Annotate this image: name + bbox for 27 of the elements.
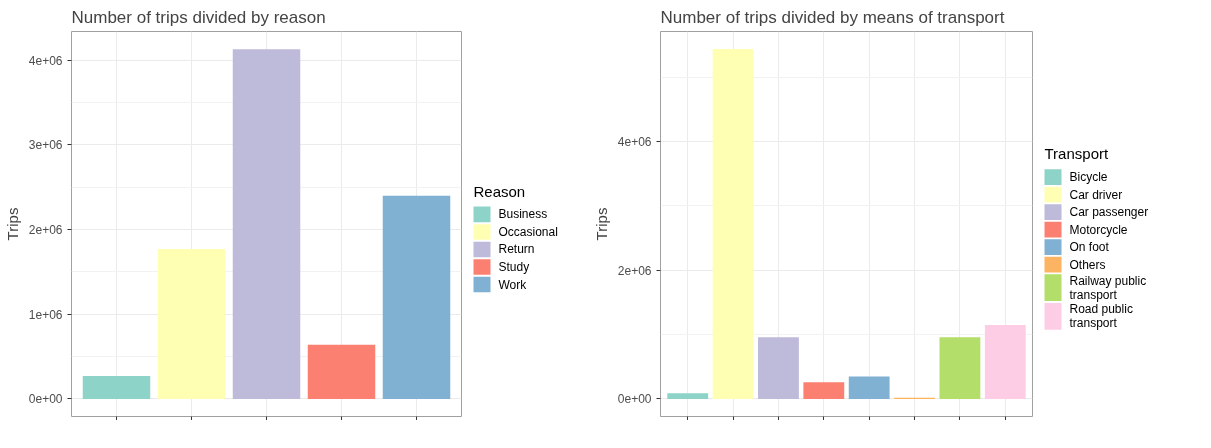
chart-title: Number of trips divided by means of transport (660, 7, 1005, 27)
y-tick-label: 2e+06 (28, 223, 63, 238)
legend-label: Car passenger (1069, 205, 1149, 220)
y-axis-title: Trips (3, 207, 21, 241)
y-tick-label: 4e+06 (617, 135, 652, 150)
legend-label: Others (1069, 257, 1106, 272)
y-tick-label: 2e+06 (617, 263, 652, 278)
y-tick-label: 1e+06 (28, 307, 63, 322)
legend-title: Reason (473, 182, 526, 200)
legend-label: Return (498, 242, 535, 257)
legend-label: Work (498, 277, 528, 292)
legend-label: Business (498, 207, 548, 222)
y-tick-label: 0e+00 (28, 392, 63, 407)
legend-label: Study (498, 259, 530, 274)
chart-title: Number of trips divided by reason (71, 7, 326, 27)
y-axis-title: Trips (592, 207, 610, 241)
legend-label: On foot (1069, 240, 1110, 255)
y-tick-label: 0e+00 (617, 392, 652, 407)
legend-label: Road public transport (1069, 302, 1133, 331)
legend-label: Motorcycle (1069, 222, 1128, 237)
y-tick-label: 4e+06 (28, 53, 63, 68)
legend-label: Railway public transport (1069, 273, 1147, 302)
legend-label: Car driver (1069, 187, 1123, 202)
legend-label: Occasional (498, 224, 558, 239)
legend-label: Bicycle (1069, 170, 1108, 185)
y-tick-label: 3e+06 (28, 138, 63, 153)
legend-title: Transport (1044, 145, 1109, 163)
